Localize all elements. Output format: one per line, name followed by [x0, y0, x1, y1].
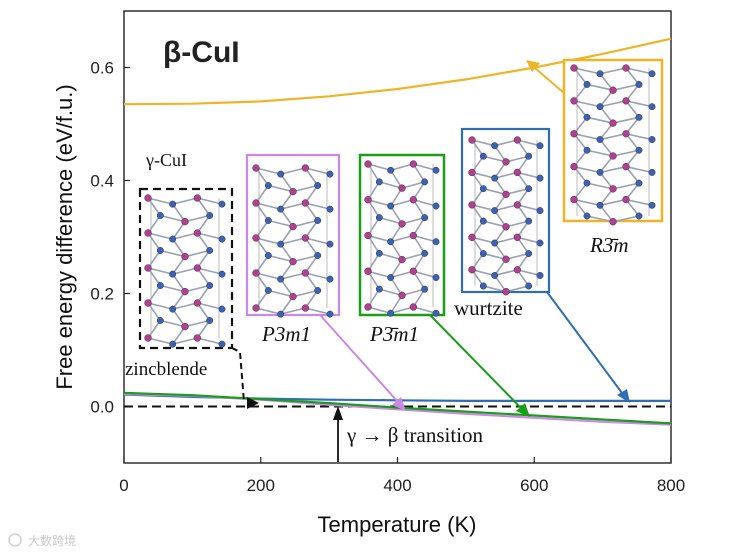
x-tick-label: 800	[657, 476, 685, 495]
zincblende-structure-icon	[144, 194, 226, 348]
x-tick-label: 400	[383, 476, 411, 495]
structure-panels	[138, 58, 664, 350]
y-axis-label: Free energy difference (eV/f.u.)	[52, 84, 77, 389]
y-tick-label: 0.2	[90, 285, 114, 304]
p3bar-m1-panel	[358, 153, 446, 317]
r3bar-m-structure-icon	[570, 64, 656, 226]
x-tick-label: 200	[247, 476, 275, 495]
wurtzite-label: wurtzite	[454, 296, 523, 320]
wurtzite-arrow	[546, 291, 630, 403]
transition-arrow	[333, 406, 344, 462]
p3bar-m1-label: P3̄m1	[369, 322, 419, 346]
p3m1-arrow	[319, 314, 406, 411]
r3bar-m-label: R3̄m	[589, 233, 629, 257]
y-tick-label: 0.6	[90, 59, 114, 78]
p3bar-m1-arrow	[429, 314, 530, 417]
y-axis-ticks: 0.0 0.2 0.4 0.6	[90, 59, 130, 417]
p3m1-panel	[245, 153, 341, 317]
series-line-p3m1	[124, 393, 671, 426]
x-tick-label: 0	[119, 476, 128, 495]
p3m1-structure-icon	[252, 164, 334, 318]
watermark-logo-icon	[8, 533, 22, 547]
x-tick-label: 600	[520, 476, 548, 495]
p3m1-label: P3m1	[261, 322, 311, 346]
wurtzite-structure-icon	[468, 136, 544, 296]
gamma-cui-label: γ-CuI	[145, 150, 187, 170]
zincblende-panel	[138, 187, 234, 350]
r3bar-m-arrow	[526, 60, 565, 94]
x-axis-label: Temperature (K)	[318, 512, 477, 537]
y-tick-label: 0.0	[90, 398, 114, 417]
zincblende-label: zincblende	[125, 359, 207, 380]
series-line-p3-m1	[124, 391, 671, 425]
p3bar-m1-structure-icon	[364, 160, 440, 317]
x-axis-ticks: 0 200 400 600 800	[119, 457, 685, 495]
zincblende-arrow	[231, 347, 259, 409]
watermark-text: 大数跨境	[28, 533, 76, 548]
chart-title: β-CuI	[163, 36, 240, 69]
y-tick-label: 0.4	[90, 172, 114, 191]
series-line-r3-m	[124, 37, 671, 106]
watermark: 大数跨境	[8, 533, 76, 548]
transition-label: γ → β transition	[346, 423, 484, 447]
